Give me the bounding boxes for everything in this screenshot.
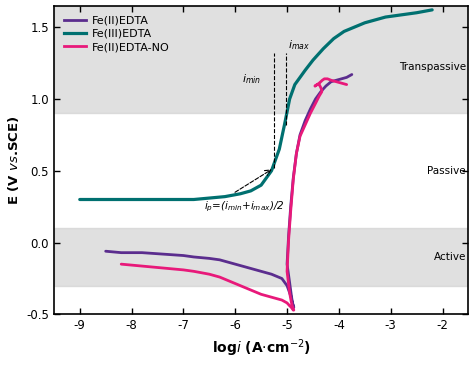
Legend: Fe(II)EDTA, Fe(III)EDTA, Fe(II)EDTA-NO: Fe(II)EDTA, Fe(III)EDTA, Fe(II)EDTA-NO	[59, 11, 174, 57]
X-axis label: log$\it{i}$ (A$\cdot$cm$^{-2}$): log$\it{i}$ (A$\cdot$cm$^{-2}$)	[211, 338, 310, 360]
Text: $i_{min}$: $i_{min}$	[242, 72, 261, 86]
Bar	[54, 5, 468, 113]
Y-axis label: E (V $\it{vs}$.SCE): E (V $\it{vs}$.SCE)	[6, 115, 20, 205]
Bar	[54, 228, 468, 286]
Text: $i_{max}$: $i_{max}$	[288, 38, 310, 51]
Text: Active: Active	[434, 252, 466, 262]
Text: Transpassive: Transpassive	[399, 62, 466, 72]
Text: Passive: Passive	[427, 166, 466, 176]
Text: $i_p$=($i_{min}$+$i_{max}$)/2: $i_p$=($i_{min}$+$i_{max}$)/2	[204, 200, 284, 214]
